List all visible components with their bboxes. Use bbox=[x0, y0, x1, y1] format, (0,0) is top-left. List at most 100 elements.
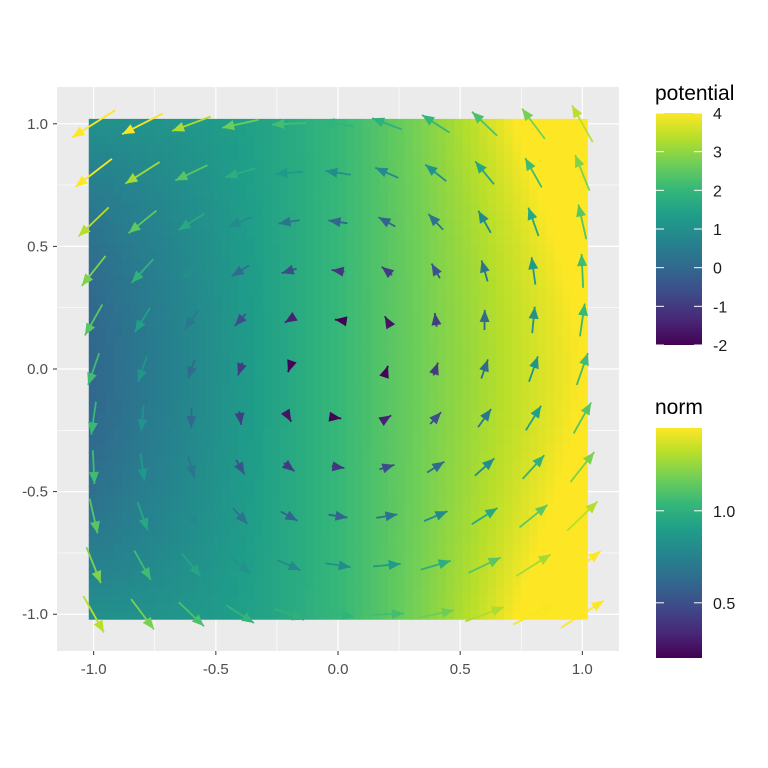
potential-tile bbox=[495, 227, 505, 237]
potential-tile bbox=[495, 444, 505, 453]
potential-tile bbox=[271, 218, 281, 228]
potential-tile bbox=[288, 177, 298, 187]
potential-tile bbox=[196, 260, 206, 270]
potential-tile bbox=[437, 135, 447, 145]
potential-tile bbox=[421, 385, 430, 395]
potential-tile bbox=[578, 327, 588, 337]
potential-tile bbox=[371, 552, 381, 562]
potential-tile bbox=[279, 477, 289, 487]
potential-tile bbox=[346, 293, 356, 303]
potential-tile bbox=[296, 168, 306, 178]
potential-tile bbox=[213, 118, 223, 128]
potential-tile bbox=[520, 419, 530, 428]
potential-tile bbox=[554, 293, 563, 303]
potential-tile bbox=[512, 394, 522, 403]
potential-tile bbox=[421, 168, 430, 178]
potential-tile bbox=[221, 410, 231, 420]
potential-tile bbox=[562, 243, 572, 253]
potential-tile bbox=[304, 252, 314, 262]
potential-tile bbox=[570, 218, 580, 228]
potential-tile bbox=[379, 152, 389, 162]
vector-arrow bbox=[571, 105, 594, 143]
potential-tile bbox=[412, 177, 422, 187]
potential-tile bbox=[437, 268, 447, 278]
potential-tile bbox=[254, 502, 264, 512]
potential-tile bbox=[454, 335, 464, 345]
potential-tile bbox=[537, 227, 547, 237]
potential-tile bbox=[171, 535, 181, 545]
potential-tile bbox=[296, 602, 306, 612]
potential-tile bbox=[155, 352, 165, 362]
potential-tile bbox=[180, 427, 190, 437]
potential-tile bbox=[354, 160, 364, 170]
potential-tile bbox=[121, 544, 131, 554]
arrow-head bbox=[140, 566, 151, 580]
potential-tile bbox=[296, 160, 306, 170]
potential-tile bbox=[396, 252, 406, 262]
potential-tile bbox=[379, 318, 389, 328]
potential-tile bbox=[495, 310, 505, 320]
potential-tile bbox=[296, 318, 306, 328]
potential-tile bbox=[213, 469, 223, 478]
potential-tile bbox=[554, 577, 563, 587]
potential-tile bbox=[437, 218, 447, 228]
potential-tile bbox=[130, 168, 140, 178]
potential-tile bbox=[155, 569, 165, 579]
potential-tile bbox=[562, 318, 572, 328]
potential-tile bbox=[288, 160, 298, 170]
potential-tile bbox=[338, 427, 347, 437]
potential-tile bbox=[545, 135, 555, 145]
potential-tile bbox=[387, 519, 397, 529]
potential-tile bbox=[146, 502, 156, 512]
potential-tile bbox=[495, 435, 505, 445]
potential-tile bbox=[113, 343, 123, 353]
potential-tile bbox=[288, 394, 298, 403]
potential-tile bbox=[105, 369, 115, 378]
potential-tile bbox=[163, 352, 173, 362]
potential-tile bbox=[238, 427, 248, 437]
potential-tile bbox=[304, 602, 314, 612]
potential-tile bbox=[404, 610, 414, 620]
potential-tile bbox=[354, 494, 364, 503]
potential-tile bbox=[130, 410, 140, 420]
potential-tile bbox=[462, 310, 472, 320]
potential-tile bbox=[321, 352, 331, 362]
potential-tile bbox=[113, 469, 123, 478]
potential-tile bbox=[545, 552, 555, 562]
legend-norm-colorbar bbox=[656, 428, 702, 658]
potential-tile bbox=[88, 435, 98, 445]
potential-tile bbox=[570, 277, 580, 287]
potential-tile bbox=[271, 343, 281, 353]
potential-tile bbox=[155, 160, 165, 170]
potential-tile bbox=[296, 402, 306, 412]
potential-tile bbox=[279, 419, 289, 428]
potential-tile bbox=[229, 544, 239, 554]
potential-tile bbox=[205, 218, 214, 228]
potential-tile bbox=[146, 318, 156, 328]
potential-tile bbox=[271, 552, 281, 562]
potential-tile bbox=[130, 243, 140, 253]
vector-arrow bbox=[569, 451, 595, 483]
potential-tile bbox=[254, 435, 264, 445]
potential-tile bbox=[321, 335, 331, 345]
potential-tile bbox=[545, 127, 555, 137]
potential-tile bbox=[238, 160, 248, 170]
potential-tile bbox=[529, 252, 538, 262]
potential-tile bbox=[288, 127, 298, 137]
potential-tile bbox=[421, 327, 430, 337]
potential-tile bbox=[246, 502, 256, 512]
potential-tile bbox=[88, 227, 98, 237]
potential-tile bbox=[279, 377, 289, 387]
potential-tile bbox=[263, 594, 273, 604]
potential-tile bbox=[246, 460, 256, 470]
potential-tile bbox=[446, 360, 455, 370]
potential-tile bbox=[88, 243, 98, 253]
vector-arrow bbox=[82, 595, 105, 633]
potential-tile bbox=[246, 602, 256, 612]
potential-tile bbox=[180, 193, 190, 203]
potential-tile bbox=[354, 602, 364, 612]
potential-tile bbox=[396, 377, 406, 387]
potential-tile bbox=[545, 544, 555, 554]
potential-tile bbox=[346, 302, 356, 312]
potential-tile bbox=[196, 560, 206, 570]
